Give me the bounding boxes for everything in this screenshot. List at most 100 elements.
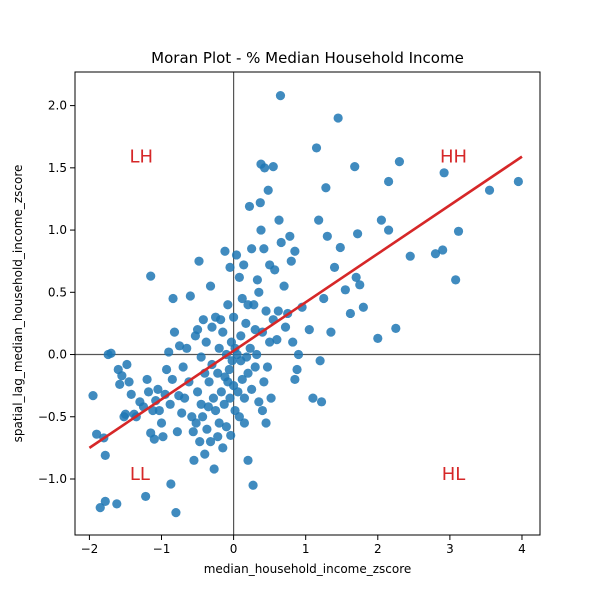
scatter-point: [196, 399, 206, 409]
scatter-point: [194, 256, 204, 266]
scatter-point: [292, 364, 302, 375]
scatter-point: [112, 499, 122, 509]
scatter-point: [250, 362, 260, 372]
scatter-point: [273, 306, 283, 316]
scatter-point: [350, 161, 360, 172]
scatter-point: [321, 183, 331, 193]
scatter-point: [439, 168, 449, 178]
scatter-point: [285, 231, 295, 241]
y-tick-label: 0.0: [48, 348, 67, 362]
scatter-point: [288, 337, 298, 347]
scatter-point: [227, 356, 237, 366]
scatter-point: [260, 163, 270, 173]
scatter-point: [394, 157, 405, 167]
scatter-point: [166, 479, 176, 489]
scatter-point: [353, 229, 363, 239]
scatter-point: [259, 244, 269, 254]
y-tick-label: 1.0: [48, 223, 67, 237]
scatter-point: [384, 225, 394, 235]
scatter-point: [202, 424, 212, 434]
scatter-point: [345, 308, 355, 319]
scatter-point: [311, 143, 322, 153]
scatter-point: [259, 377, 269, 387]
scatter-point: [226, 430, 236, 441]
scatter-point: [247, 244, 257, 254]
scatter-point: [275, 91, 286, 101]
scatter-point: [315, 356, 325, 366]
scatter-point: [115, 379, 125, 389]
scatter-point: [142, 374, 152, 385]
scatter-point: [218, 443, 228, 453]
quadrant-label-lh: LH: [130, 146, 154, 167]
scatter-point: [241, 318, 251, 329]
scatter-point: [252, 349, 262, 360]
scatter-point: [265, 337, 275, 347]
scatter-point: [172, 427, 182, 437]
scatter-point: [205, 281, 216, 291]
scatter-point: [248, 480, 258, 490]
scatter-point: [192, 325, 203, 335]
scatter-point: [237, 374, 247, 385]
scatter-point: [453, 226, 464, 236]
scatter-point: [178, 362, 188, 372]
scatter-point: [204, 377, 214, 387]
scatter-point: [189, 455, 199, 465]
scatter-point: [237, 293, 247, 304]
scatter-point: [201, 337, 211, 347]
scatter-point: [290, 374, 300, 385]
scatter-point: [188, 427, 198, 437]
scatter-point: [149, 434, 159, 444]
y-tick-label: 1.5: [48, 161, 67, 175]
scatter-point: [165, 399, 175, 409]
scatter-point: [239, 418, 250, 428]
scatter-point: [513, 176, 523, 187]
scatter-point: [161, 364, 172, 375]
x-tick-label: 3: [446, 542, 454, 556]
scatter-point: [185, 291, 195, 301]
scatter-point: [216, 387, 226, 397]
scatter-point: [92, 429, 102, 439]
scatter-point: [225, 393, 235, 403]
scatter-point: [100, 496, 110, 506]
scatter-point: [243, 368, 253, 378]
x-tick-label: 0: [230, 542, 238, 556]
scatter-point: [243, 455, 253, 465]
scatter-point: [326, 327, 336, 337]
scatter-point: [95, 503, 105, 513]
scatter-point: [219, 399, 229, 409]
scatter-point: [168, 293, 178, 304]
scatter-point: [198, 412, 208, 422]
x-axis-title: median_household_income_zscore: [204, 562, 412, 576]
scatter-point: [261, 418, 271, 428]
scatter-point: [88, 391, 98, 401]
scatter-point: [293, 349, 304, 360]
scatter-point: [209, 464, 219, 474]
x-tick-label: −1: [153, 542, 171, 556]
scatter-point: [195, 437, 205, 447]
scatter-point: [276, 237, 286, 248]
scatter-point: [126, 389, 136, 399]
scatter-point: [167, 374, 177, 385]
scatter-point: [272, 334, 282, 345]
scatter-point: [430, 249, 441, 259]
scatter-point: [223, 300, 233, 310]
plot-area: [75, 72, 540, 535]
scatter-point: [249, 300, 259, 310]
scatter-point: [216, 315, 226, 325]
scatter-point: [214, 343, 224, 353]
scatter-point: [261, 306, 271, 316]
scatter-point: [153, 384, 163, 394]
scatter-point: [266, 393, 276, 403]
scatter-point: [236, 331, 246, 341]
scatter-point: [335, 242, 345, 253]
scatter-point: [198, 315, 208, 325]
scatter-point: [234, 412, 244, 422]
scatter-point: [262, 362, 273, 372]
scatter-point: [214, 418, 224, 428]
scatter-point: [122, 359, 132, 370]
scatter-point: [405, 251, 415, 261]
scatter-point: [164, 347, 174, 357]
scatter-point: [351, 272, 361, 282]
scatter-point: [192, 387, 203, 397]
